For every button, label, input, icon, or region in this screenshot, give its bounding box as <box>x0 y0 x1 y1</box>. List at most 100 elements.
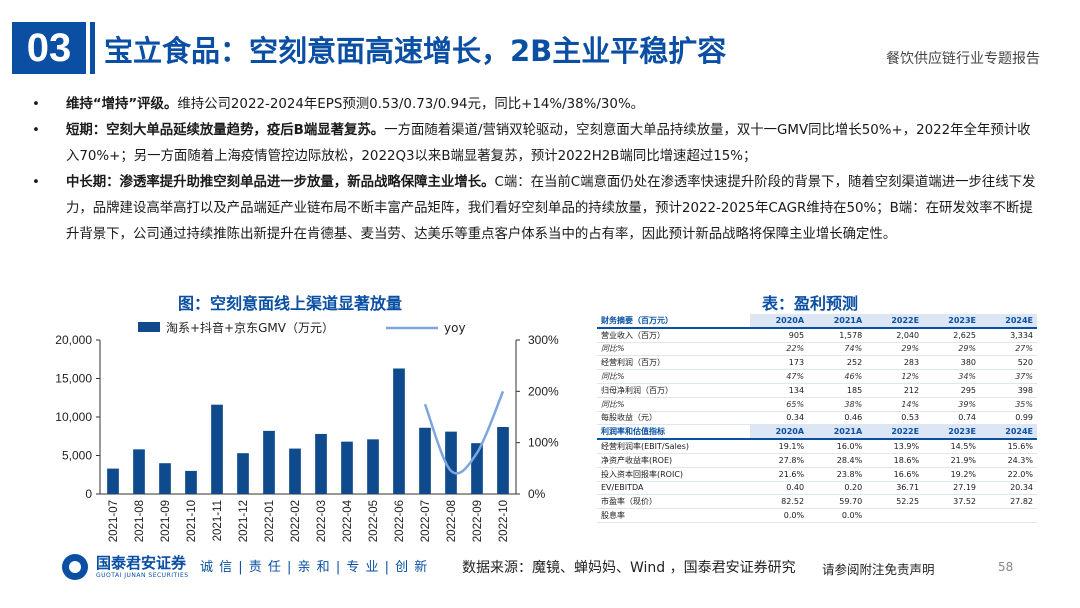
bar <box>185 470 197 494</box>
y-right-tick-label: 200% <box>528 384 559 398</box>
table-row: 市盈率（现价） 82.52 59.70 52.25 37.52 27.82 <box>597 494 1037 510</box>
cell-value: 74% <box>808 342 867 357</box>
header: 03 宝立食品：空刻意面高速增长，2B主业平稳扩容 餐饮供应链行业专题报告 <box>0 0 1080 92</box>
data-source: 数据来源：魔镜、蝉妈妈、Wind ，国泰君安证券研究 <box>462 560 796 576</box>
cell-value: 21.9% <box>923 453 981 468</box>
footer: 国泰君安证券 GUOTAI JUNAN SECURITIES 诚 信 | 责 任… <box>0 548 1080 588</box>
cell-value: 34% <box>923 369 981 384</box>
bar <box>211 404 223 494</box>
cell-value: 14.5% <box>923 439 981 454</box>
page-title: 宝立食品：空刻意面高速增长，2B主业平稳扩容 <box>104 34 727 68</box>
cell-value: 46% <box>808 369 867 384</box>
table-row: 同比% 65% 38% 14% 39% 35% <box>597 397 1037 412</box>
table-header-year: 2020A <box>749 424 809 441</box>
cell-value: 22.0% <box>980 467 1037 482</box>
y-right-tick-label: 0% <box>528 487 546 501</box>
cell-value: 24.3% <box>980 453 1037 468</box>
y-right-tick-label: 100% <box>528 436 559 450</box>
cell-value: 27% <box>980 342 1037 357</box>
x-tick-label: 2021-11 <box>212 500 224 541</box>
bar <box>367 439 379 494</box>
bar <box>133 449 145 494</box>
cell-value: 185 <box>808 383 867 398</box>
table-header-year: 2020A <box>749 314 809 329</box>
cell-value: 0.46 <box>808 411 867 426</box>
y-left-tick-label: 20,000 <box>55 333 92 347</box>
table-row: 同比% 22% 74% 29% 29% 27% <box>597 342 1037 357</box>
bullet-lead: 中长期：渗透率提升助推空刻单品进一步放量，新品战略保障主业增长。 <box>66 175 495 190</box>
cell-value: 19.2% <box>923 467 981 482</box>
x-tick-label: 2022-10 <box>498 500 510 542</box>
x-tick-label: 2022-09 <box>472 500 484 542</box>
cell-value: 380 <box>923 355 981 371</box>
table-row: EV/EBITDA 0.40 0.20 36.71 27.19 20.34 <box>597 481 1037 496</box>
row-label: 股息率 <box>597 508 750 523</box>
disclaimer: 请参阅附注免责声明 <box>822 562 935 577</box>
row-label: 同比% <box>597 342 750 357</box>
bullet-lead: 短期：空刻大单品延续放量趋势，疫后B端显著复苏。 <box>66 123 385 138</box>
gmv-chart: 0 5,000 10,000 15,000 20,000 0% 100% 200% 300% 20… <box>55 320 559 542</box>
cell-value: 905 <box>749 327 809 343</box>
title-divider <box>90 22 95 74</box>
report-name: 餐饮供应链行业专题报告 <box>886 51 1040 67</box>
cell-value <box>866 508 924 523</box>
cell-value: 0.0% <box>808 508 867 523</box>
cell-value: 29% <box>923 342 981 357</box>
cell-value: 520 <box>980 355 1037 371</box>
bullet-text: 维持公司2022-2024年EPS预测0.53/0.73/0.94元，同比+14… <box>177 97 645 112</box>
x-tick-label: 2022-05 <box>368 500 380 542</box>
table-row: 投入资本回报率(ROIC) 21.6% 23.8% 16.6% 19.2% 22.0% <box>597 467 1037 482</box>
table-row: 经营利润（百万） 173 252 283 380 520 <box>597 355 1037 371</box>
bullet-text: 一方面随着渠道/营销双轮驱动，空刻意面大单品持续放量，双十一GMV同比增长50%… <box>66 123 1031 164</box>
cell-value: 398 <box>980 383 1037 398</box>
table-header-year: 2022E <box>866 314 924 329</box>
cell-value: 0.40 <box>749 481 809 496</box>
cell-value: 14% <box>866 397 924 412</box>
cell-value: 52.25 <box>866 494 924 510</box>
table-header-year: 2023E <box>923 314 981 329</box>
x-tick-label: 2021-12 <box>238 500 250 542</box>
cell-value: 19.1% <box>749 439 809 454</box>
yoy-line <box>423 390 505 475</box>
cell-value: 59.70 <box>808 494 867 510</box>
x-tick-label: 2022-01 <box>264 500 276 542</box>
x-tick-label: 2022-08 <box>446 500 458 542</box>
table-header-year: 2021A <box>808 314 867 329</box>
row-label: 归母净利润（百万） <box>597 383 750 398</box>
y-left-tick-label: 15,000 <box>55 372 92 386</box>
bar <box>315 433 327 494</box>
bar <box>341 441 353 494</box>
cell-value: 47% <box>749 369 809 384</box>
cell-value: 15.6% <box>980 439 1037 454</box>
cell-value: 0.53 <box>866 411 924 426</box>
table-header-year: 2024E <box>980 424 1037 441</box>
cell-value: 38% <box>808 397 867 412</box>
cell-value: 82.52 <box>749 494 809 510</box>
x-tick-label: 2021-10 <box>186 500 198 542</box>
bar <box>497 427 509 494</box>
cell-value: 18.6% <box>866 453 924 468</box>
cell-value <box>923 508 981 523</box>
row-label: 同比% <box>597 397 750 412</box>
x-tick-label: 2021-08 <box>134 500 146 542</box>
cell-value: 27.8% <box>749 453 809 468</box>
cell-value: 2,040 <box>866 327 924 343</box>
cell-value: 0.74 <box>923 411 981 426</box>
bar <box>159 463 171 494</box>
cell-value: 212 <box>866 383 924 398</box>
cell-value: 134 <box>749 383 809 398</box>
bullet-list: • 维持“增持”评级。维持公司2022-2024年EPS预测0.53/0.73/… <box>32 92 1042 248</box>
company-logo-icon <box>62 554 88 580</box>
cell-value: 252 <box>808 355 867 371</box>
cell-value: 16.6% <box>866 467 924 482</box>
row-label: 每股收益（元） <box>597 411 750 426</box>
x-tick-label: 2022-02 <box>290 500 302 542</box>
cell-value: 29% <box>866 342 924 357</box>
bar <box>263 430 275 494</box>
table-header-year: 2021A <box>808 424 867 441</box>
cell-value: 13.9% <box>866 439 924 454</box>
cell-value: 27.19 <box>923 481 981 496</box>
cell-value: 23.8% <box>808 467 867 482</box>
cell-value: 0.34 <box>749 411 809 426</box>
bullet-marker: • <box>32 97 40 112</box>
